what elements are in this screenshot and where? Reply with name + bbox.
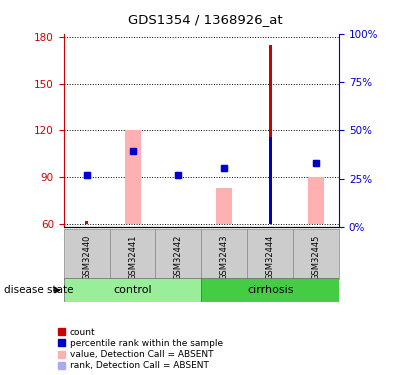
Bar	[201, 278, 339, 302]
Bar	[155, 229, 201, 279]
Bar	[85, 220, 88, 224]
Bar	[64, 278, 201, 302]
Bar	[269, 136, 272, 224]
Text: GSM32442: GSM32442	[174, 235, 183, 280]
Bar	[64, 229, 110, 279]
Bar	[110, 229, 155, 279]
Text: GSM32443: GSM32443	[220, 235, 229, 280]
Bar	[293, 229, 339, 279]
Bar	[308, 177, 324, 224]
Text: GSM32445: GSM32445	[312, 235, 321, 280]
Bar	[269, 45, 272, 224]
Text: GSM32440: GSM32440	[82, 235, 91, 280]
Bar	[201, 229, 247, 279]
Text: cirrhosis: cirrhosis	[247, 285, 293, 295]
Text: GSM32444: GSM32444	[266, 235, 275, 280]
Text: control: control	[113, 285, 152, 295]
Text: disease state: disease state	[4, 285, 74, 295]
Bar	[247, 229, 293, 279]
Text: GSM32441: GSM32441	[128, 235, 137, 280]
Legend: count, percentile rank within the sample, value, Detection Call = ABSENT, rank, : count, percentile rank within the sample…	[58, 328, 223, 370]
Bar	[216, 188, 232, 224]
Bar	[125, 130, 141, 224]
Text: GDS1354 / 1368926_at: GDS1354 / 1368926_at	[128, 13, 283, 26]
